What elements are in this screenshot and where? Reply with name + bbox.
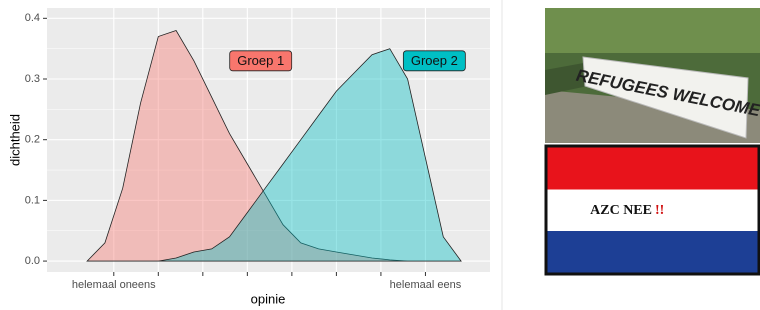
y-axis-label: dichtheid	[7, 114, 22, 166]
sign-text: AZC NEE	[590, 203, 652, 218]
photo: REFUGEES WELCOME	[545, 8, 760, 143]
x-tick-label: helemaal eens	[390, 279, 462, 291]
sign-exclamation: !!	[655, 203, 664, 218]
x-axis-label: opinie	[251, 291, 286, 306]
y-tick-label: 0.2	[25, 134, 40, 146]
group-label: Groep 1	[230, 51, 292, 71]
group-label: Groep 2	[403, 51, 465, 71]
page: dichtheid opinie REFUGEES WELCOME AZC NE…	[0, 0, 760, 310]
y-tick-label: 0.3	[25, 73, 40, 85]
y-tick-label: 0.0	[25, 255, 40, 267]
group-label-text: Groep 1	[237, 53, 284, 68]
y-tick-label: 0.1	[25, 194, 40, 206]
sign: AZC NEE !!	[546, 146, 759, 274]
figure: dichtheid opinie REFUGEES WELCOME AZC NE…	[0, 0, 760, 310]
x-tick-label: helemaal oneens	[72, 279, 156, 291]
y-tick-label: 0.4	[25, 12, 40, 24]
group-label-text: Groep 2	[411, 53, 458, 68]
